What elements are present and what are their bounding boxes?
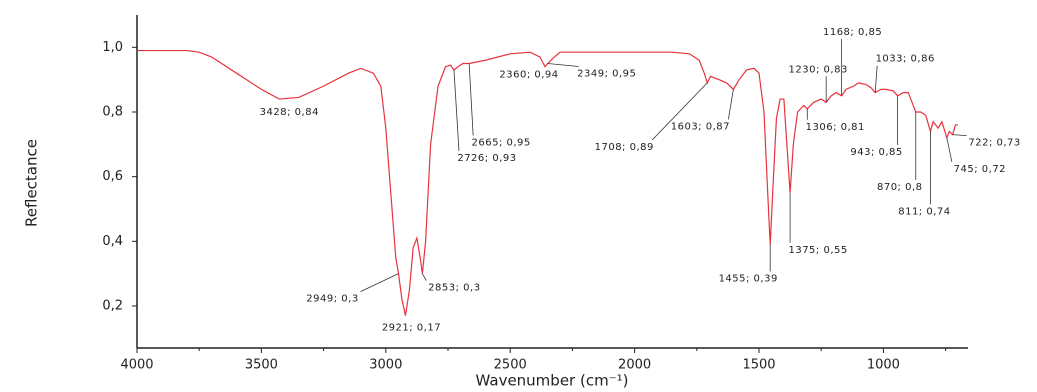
annotation-leader xyxy=(360,273,399,293)
annotation-label: 3428; 0,84 xyxy=(260,107,319,118)
annotation-label: 1603; 0,87 xyxy=(671,121,730,132)
x-tick-label: 2000 xyxy=(618,358,651,373)
annotation-leader xyxy=(727,89,734,120)
annotation-leader xyxy=(946,137,953,162)
x-tick-label: 2500 xyxy=(494,358,527,373)
x-axis-label: Wavenumber (cm⁻¹) xyxy=(476,372,629,390)
annotation-label: 870; 0,8 xyxy=(877,182,923,193)
x-tick-label: 1500 xyxy=(742,358,775,373)
y-tick-label: 0,4 xyxy=(102,234,123,249)
annotation-leader xyxy=(952,134,967,137)
annotation-label: 1375; 0,55 xyxy=(788,245,847,256)
y-tick-label: 0,8 xyxy=(102,104,123,119)
annotation-leader xyxy=(874,65,878,93)
annotation-label: 1708; 0,89 xyxy=(595,142,654,153)
y-tick-label: 1,0 xyxy=(102,40,123,55)
annotation-leader xyxy=(468,63,474,136)
spectrum-line xyxy=(137,49,959,316)
x-tick-label: 4000 xyxy=(120,358,153,373)
annotation-label: 2949; 0,3 xyxy=(306,294,358,305)
annotation-label: 943; 0,85 xyxy=(850,147,902,158)
annotation-label: 2360; 0,94 xyxy=(499,70,558,81)
annotation-label: 1306; 0,81 xyxy=(806,122,865,133)
annotation-label: 722; 0,73 xyxy=(968,138,1020,149)
x-tick-label: 3000 xyxy=(369,358,402,373)
annotation-leader xyxy=(422,273,427,281)
y-tick-label: 0,2 xyxy=(102,298,123,313)
y-tick-label: 0,6 xyxy=(102,169,123,184)
annotation-leader xyxy=(651,82,708,141)
annotation-leader xyxy=(547,63,579,67)
annotation-label: 2853; 0,3 xyxy=(428,283,480,294)
annotation-label: 2921; 0,17 xyxy=(382,323,441,334)
annotation-label: 1168; 0,85 xyxy=(823,27,882,38)
x-tick-label: 3500 xyxy=(245,358,278,373)
annotation-label: 2665; 0,95 xyxy=(472,137,531,148)
annotation-label: 1230; 0,83 xyxy=(789,64,848,75)
x-tick-label: 1000 xyxy=(867,358,900,373)
annotation-label: 2726; 0,93 xyxy=(457,153,516,164)
annotation-label: 1033; 0,86 xyxy=(876,54,935,65)
annotation-leader xyxy=(453,69,460,151)
annotation-label: 2349; 0,95 xyxy=(577,68,636,79)
annotation-label: 811; 0,74 xyxy=(898,206,950,217)
annotation-label: 1455; 0,39 xyxy=(719,274,778,285)
y-axis-label: Reflectance xyxy=(23,139,41,227)
annotation-label: 745; 0,72 xyxy=(954,164,1006,175)
